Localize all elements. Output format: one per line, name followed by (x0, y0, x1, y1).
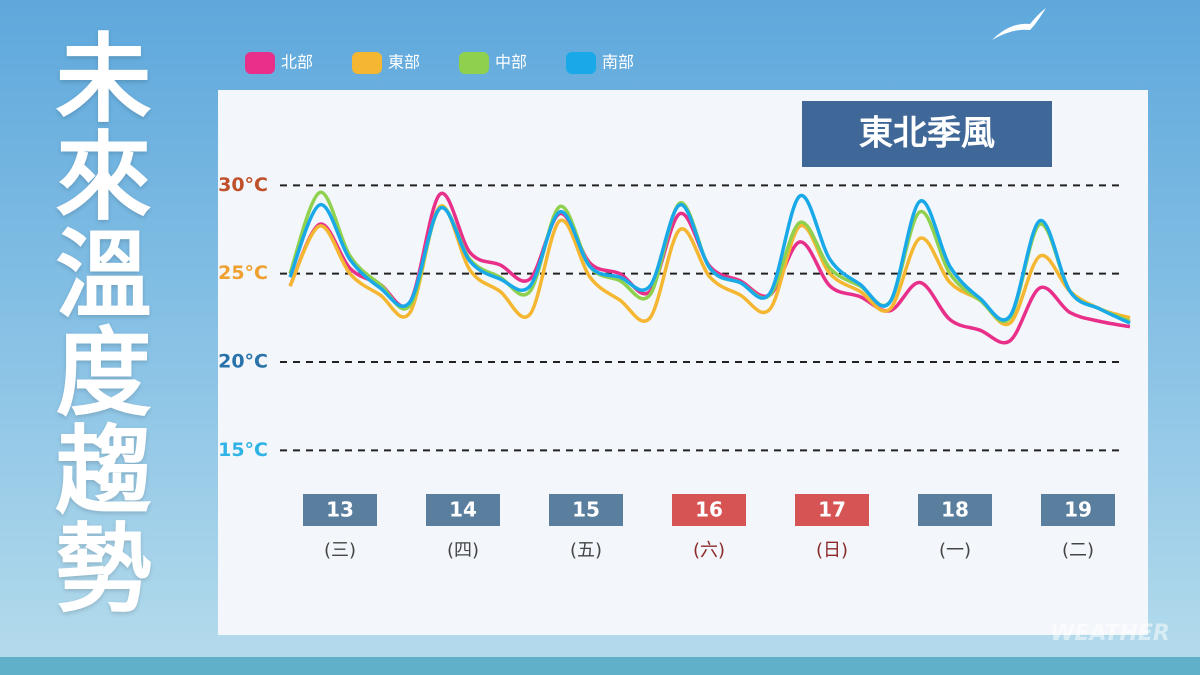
legend-label: 北部 (281, 53, 313, 72)
weekday-label: (六) (693, 540, 725, 561)
annotation-box (802, 101, 1052, 167)
x-tick-label: 17 (818, 498, 846, 522)
weekday-label: (五) (570, 540, 602, 561)
annotation: 東北季風 (859, 114, 995, 154)
x-tick-label: 13 (326, 498, 354, 522)
bird-icon (992, 8, 1046, 40)
legend-swatch (245, 52, 275, 74)
weekday-label: (三) (324, 540, 356, 561)
legend-swatch (352, 52, 382, 74)
x-tick-label: 19 (1064, 498, 1092, 522)
day-box (795, 494, 869, 526)
day-box (1041, 494, 1115, 526)
series-line (288, 194, 1131, 325)
legend-label: 南部 (602, 53, 634, 72)
watermark: WEATHER (1050, 621, 1170, 646)
bottom-band (0, 657, 1200, 675)
x-tick-label: 16 (695, 498, 723, 522)
x-tick-label: 18 (941, 498, 969, 522)
legend-label: 東部 (388, 53, 420, 72)
weekday-label: (四) (447, 540, 479, 561)
y-tick-label: 20°C (218, 351, 268, 373)
legend-swatch (459, 52, 489, 74)
day-box (303, 494, 377, 526)
legend-label: 中部 (495, 53, 527, 72)
weekday-label: (日) (816, 540, 848, 561)
x-tick-label: 15 (572, 498, 600, 522)
legend-swatch (566, 52, 596, 74)
y-tick-label: 25°C (218, 262, 268, 284)
day-box (918, 494, 992, 526)
x-tick-label: 14 (449, 498, 477, 522)
day-box (426, 494, 500, 526)
day-box (672, 494, 746, 526)
chart-title: 未來溫度趨勢 (39, 28, 151, 616)
y-tick-label: 30°C (218, 174, 268, 196)
weekday-label: (二) (1062, 540, 1094, 561)
day-box (549, 494, 623, 526)
y-tick-label: 15°C (218, 439, 268, 461)
weekday-label: (一) (939, 540, 971, 561)
